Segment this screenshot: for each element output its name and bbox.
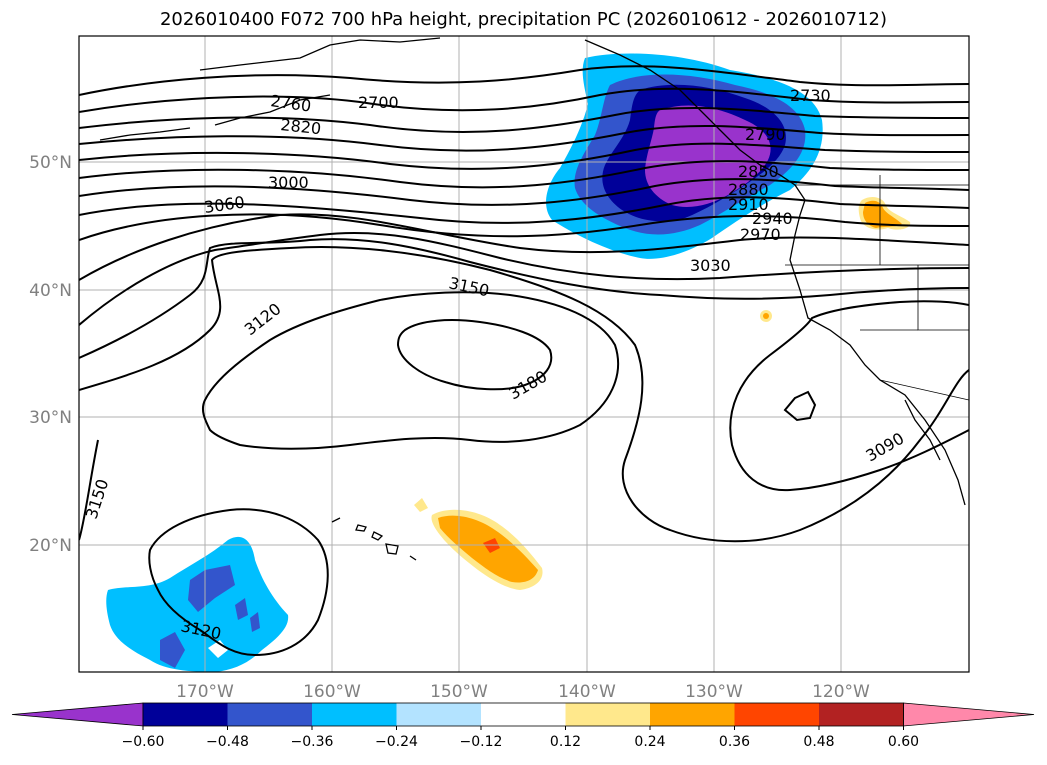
precip-shading-northwest <box>546 53 823 259</box>
contour-label: 2940 <box>752 209 793 228</box>
graticule <box>79 36 969 672</box>
contour-label: 2820 <box>280 115 322 138</box>
lat-label: 40°N <box>29 281 72 301</box>
colorbar-tick-label: −0.36 <box>291 734 334 750</box>
colorbar-tick-label: 0.24 <box>634 734 665 750</box>
contour-label: 2700 <box>358 93 399 112</box>
contour-label: 2880 <box>728 180 769 199</box>
colorbar-segment <box>396 703 481 726</box>
colorbar-tick-label: −0.24 <box>375 734 418 750</box>
colorbar-tick-label: 0.36 <box>719 734 750 750</box>
lon-label: 170°W <box>176 682 234 702</box>
colorbar-tick-label: 0.12 <box>550 734 581 750</box>
colorbar-tick-label: −0.48 <box>206 734 249 750</box>
precip-shading-southwest <box>106 536 289 672</box>
colorbar-segment <box>734 703 819 726</box>
colorbar-segment <box>312 703 397 726</box>
colorbar-frame <box>142 702 904 727</box>
lat-label: 50°N <box>29 153 72 173</box>
contour-labels: 2700 2730 2760 2790 2820 2850 2880 2910 … <box>82 86 908 643</box>
colorbar-tick-label: −0.60 <box>122 734 165 750</box>
colorbar-tick-label: 0.48 <box>803 734 834 750</box>
latitude-labels: 50°N 40°N 30°N 20°N <box>29 153 72 556</box>
colorbar-segment <box>481 703 566 726</box>
colorbar-segment <box>650 703 735 726</box>
contour-label: 2850 <box>738 162 779 181</box>
lat-label: 30°N <box>29 408 72 428</box>
colorbar-segment <box>565 703 650 726</box>
lon-label: 160°W <box>303 682 361 702</box>
map-frame <box>78 35 970 673</box>
lon-label: 130°W <box>685 682 743 702</box>
colorbar-arrow-left <box>11 702 144 727</box>
contour-label: 2970 <box>740 225 781 244</box>
colorbar-segment <box>227 703 312 726</box>
longitude-labels: 170°W 160°W 150°W 140°W 130°W 120°W <box>176 682 870 702</box>
lon-label: 140°W <box>558 682 616 702</box>
height-contours <box>79 65 969 657</box>
colorbar-arrow-right <box>903 702 1035 727</box>
map-title: 2026010400 F072 700 hPa height, precipit… <box>159 9 888 30</box>
lon-label: 150°W <box>430 682 488 702</box>
contour-label: 2730 <box>790 86 831 105</box>
lon-label: 120°W <box>812 682 870 702</box>
colorbar-segment <box>143 703 228 726</box>
colorbar: −0.60 −0.48 −0.36 −0.24 −0.12 0.12 0.24 0.36 0.4… <box>11 702 1035 750</box>
colorbar-tick-label: 0.60 <box>888 734 919 750</box>
colorbar-tick-label: −0.12 <box>460 734 503 750</box>
colorbar-segment <box>819 703 904 726</box>
lat-label: 20°N <box>29 536 72 556</box>
contour-label: 3030 <box>690 256 731 275</box>
contour-label: 3000 <box>268 173 309 192</box>
contour-label: 2790 <box>745 125 786 144</box>
contour-label: 2910 <box>728 195 769 214</box>
